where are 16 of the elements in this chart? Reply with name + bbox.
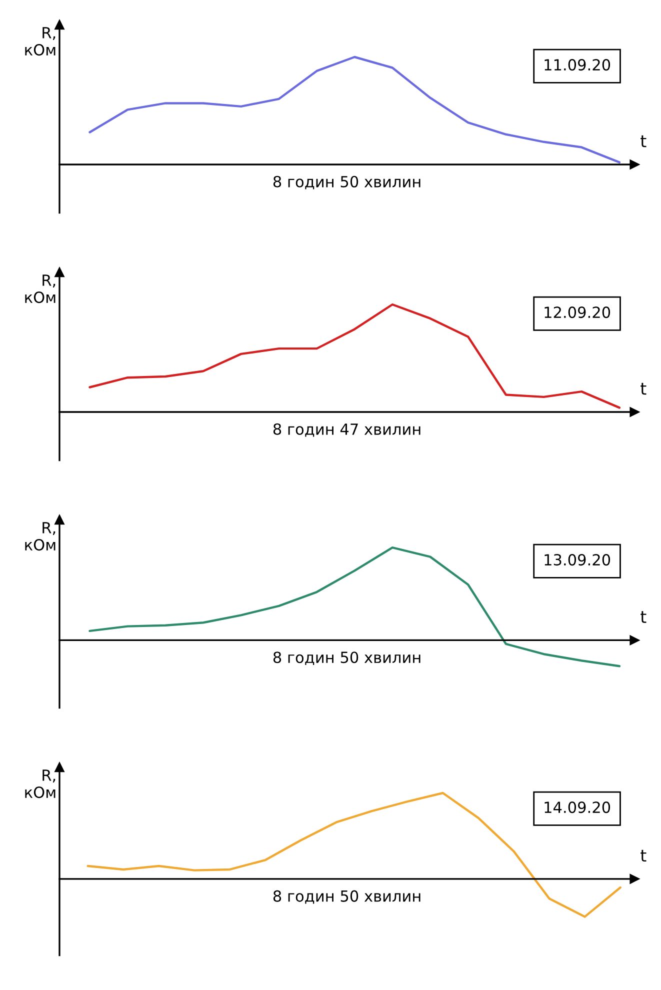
y-axis-title: R, кОм	[25, 27, 56, 56]
chart-title: 12.09.20	[544, 306, 610, 318]
chart-title: 14.09.20	[544, 802, 610, 814]
chart-title: 13.09.20	[544, 554, 610, 566]
y-axis-title: R, кОм	[25, 522, 56, 551]
y-axis-title: R, кОм	[25, 274, 56, 304]
text: 8 годин 50 хвилин	[273, 176, 420, 190]
x-axis-title: t	[640, 611, 646, 623]
text: 8 годин 47 хвилин	[273, 423, 420, 437]
y-axis-title: R, кОм	[25, 770, 56, 798]
x-axis-title: t	[640, 135, 646, 148]
annotation: 8 годин 50 хвилин	[273, 890, 420, 904]
x-axis-title: t	[640, 850, 646, 862]
annotation: 8 годин 50 хвилин	[273, 652, 420, 666]
chart-title: 11.09.20	[544, 59, 610, 71]
x-axis-title: t	[640, 382, 646, 395]
